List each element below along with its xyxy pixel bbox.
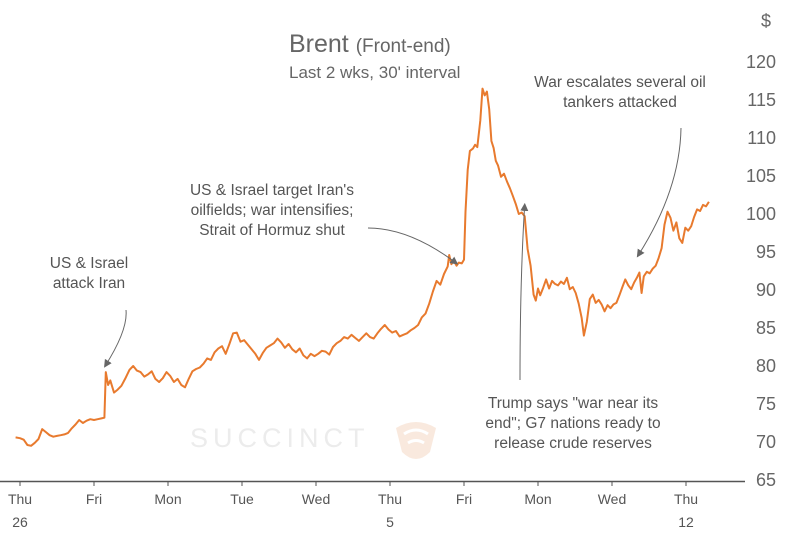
- x-tick-label: Tue: [230, 491, 254, 507]
- y-tick-label: 120: [746, 52, 776, 72]
- y-tick-label: 75: [756, 394, 776, 414]
- annotation-arrow: [104, 309, 127, 368]
- x-tick-label: Thu: [378, 491, 402, 507]
- y-tick-label: 110: [747, 128, 776, 148]
- y-tick-label: 90: [756, 280, 776, 300]
- x-tick-label: Wed: [302, 491, 331, 507]
- chart-title: Brent (Front-end): [289, 30, 451, 59]
- annotation-oilfields: US & Israel target Iran's oilfields; war…: [189, 182, 355, 239]
- x-tick-date-label: 26: [12, 514, 28, 530]
- watermark-text: SUCCINCT: [190, 423, 370, 453]
- annotation-arrow: [636, 127, 682, 258]
- annotation-tankers: War escalates several oil tankers attack…: [534, 74, 706, 111]
- chart-subtitle: Last 2 wks, 30' interval: [289, 63, 461, 82]
- x-tick-date-label: 12: [678, 514, 694, 530]
- watermark-logo: [396, 422, 436, 459]
- y-tick-label: 100: [746, 204, 776, 224]
- y-tick-label: 70: [756, 432, 776, 452]
- brent-price-series-line: [15, 87, 710, 447]
- x-tick-label: Fri: [86, 491, 102, 507]
- x-tick-label: Mon: [154, 491, 181, 507]
- y-tick-label: 85: [756, 318, 776, 338]
- y-tick-label: 95: [756, 242, 776, 262]
- y-tick-label: 105: [746, 166, 776, 186]
- y-tick-label: 80: [756, 356, 776, 376]
- x-tick-label: Wed: [598, 491, 627, 507]
- annotation-arrows: [104, 127, 682, 381]
- x-tick-label: Mon: [524, 491, 551, 507]
- annotation-trump-g7: Trump says "war near its end"; G7 nation…: [485, 395, 661, 452]
- y-axis: 65 70 75 80 85 90 95 100 105 110 115 120 $: [746, 11, 776, 490]
- x-tick-date-label: 5: [386, 514, 394, 530]
- x-tick-label: Fri: [456, 491, 472, 507]
- x-tick-label: Thu: [8, 491, 32, 507]
- chart-title-main: Brent: [289, 30, 349, 58]
- y-tick-label: 65: [756, 470, 776, 490]
- annotation-arrow: [519, 202, 529, 381]
- y-axis-unit-label: $: [761, 11, 771, 31]
- annotation-arrow: [367, 227, 459, 265]
- x-tick-label: Thu: [674, 491, 698, 507]
- x-axis: Thu 26 Fri Mon Tue Wed Thu 5 Fri Mon Wed Thu 12: [8, 481, 698, 530]
- y-tick-label: 115: [747, 90, 776, 110]
- chart-title-suffix: (Front-end): [355, 36, 451, 57]
- annotation-attack-iran: US & Israel attack Iran: [49, 255, 129, 292]
